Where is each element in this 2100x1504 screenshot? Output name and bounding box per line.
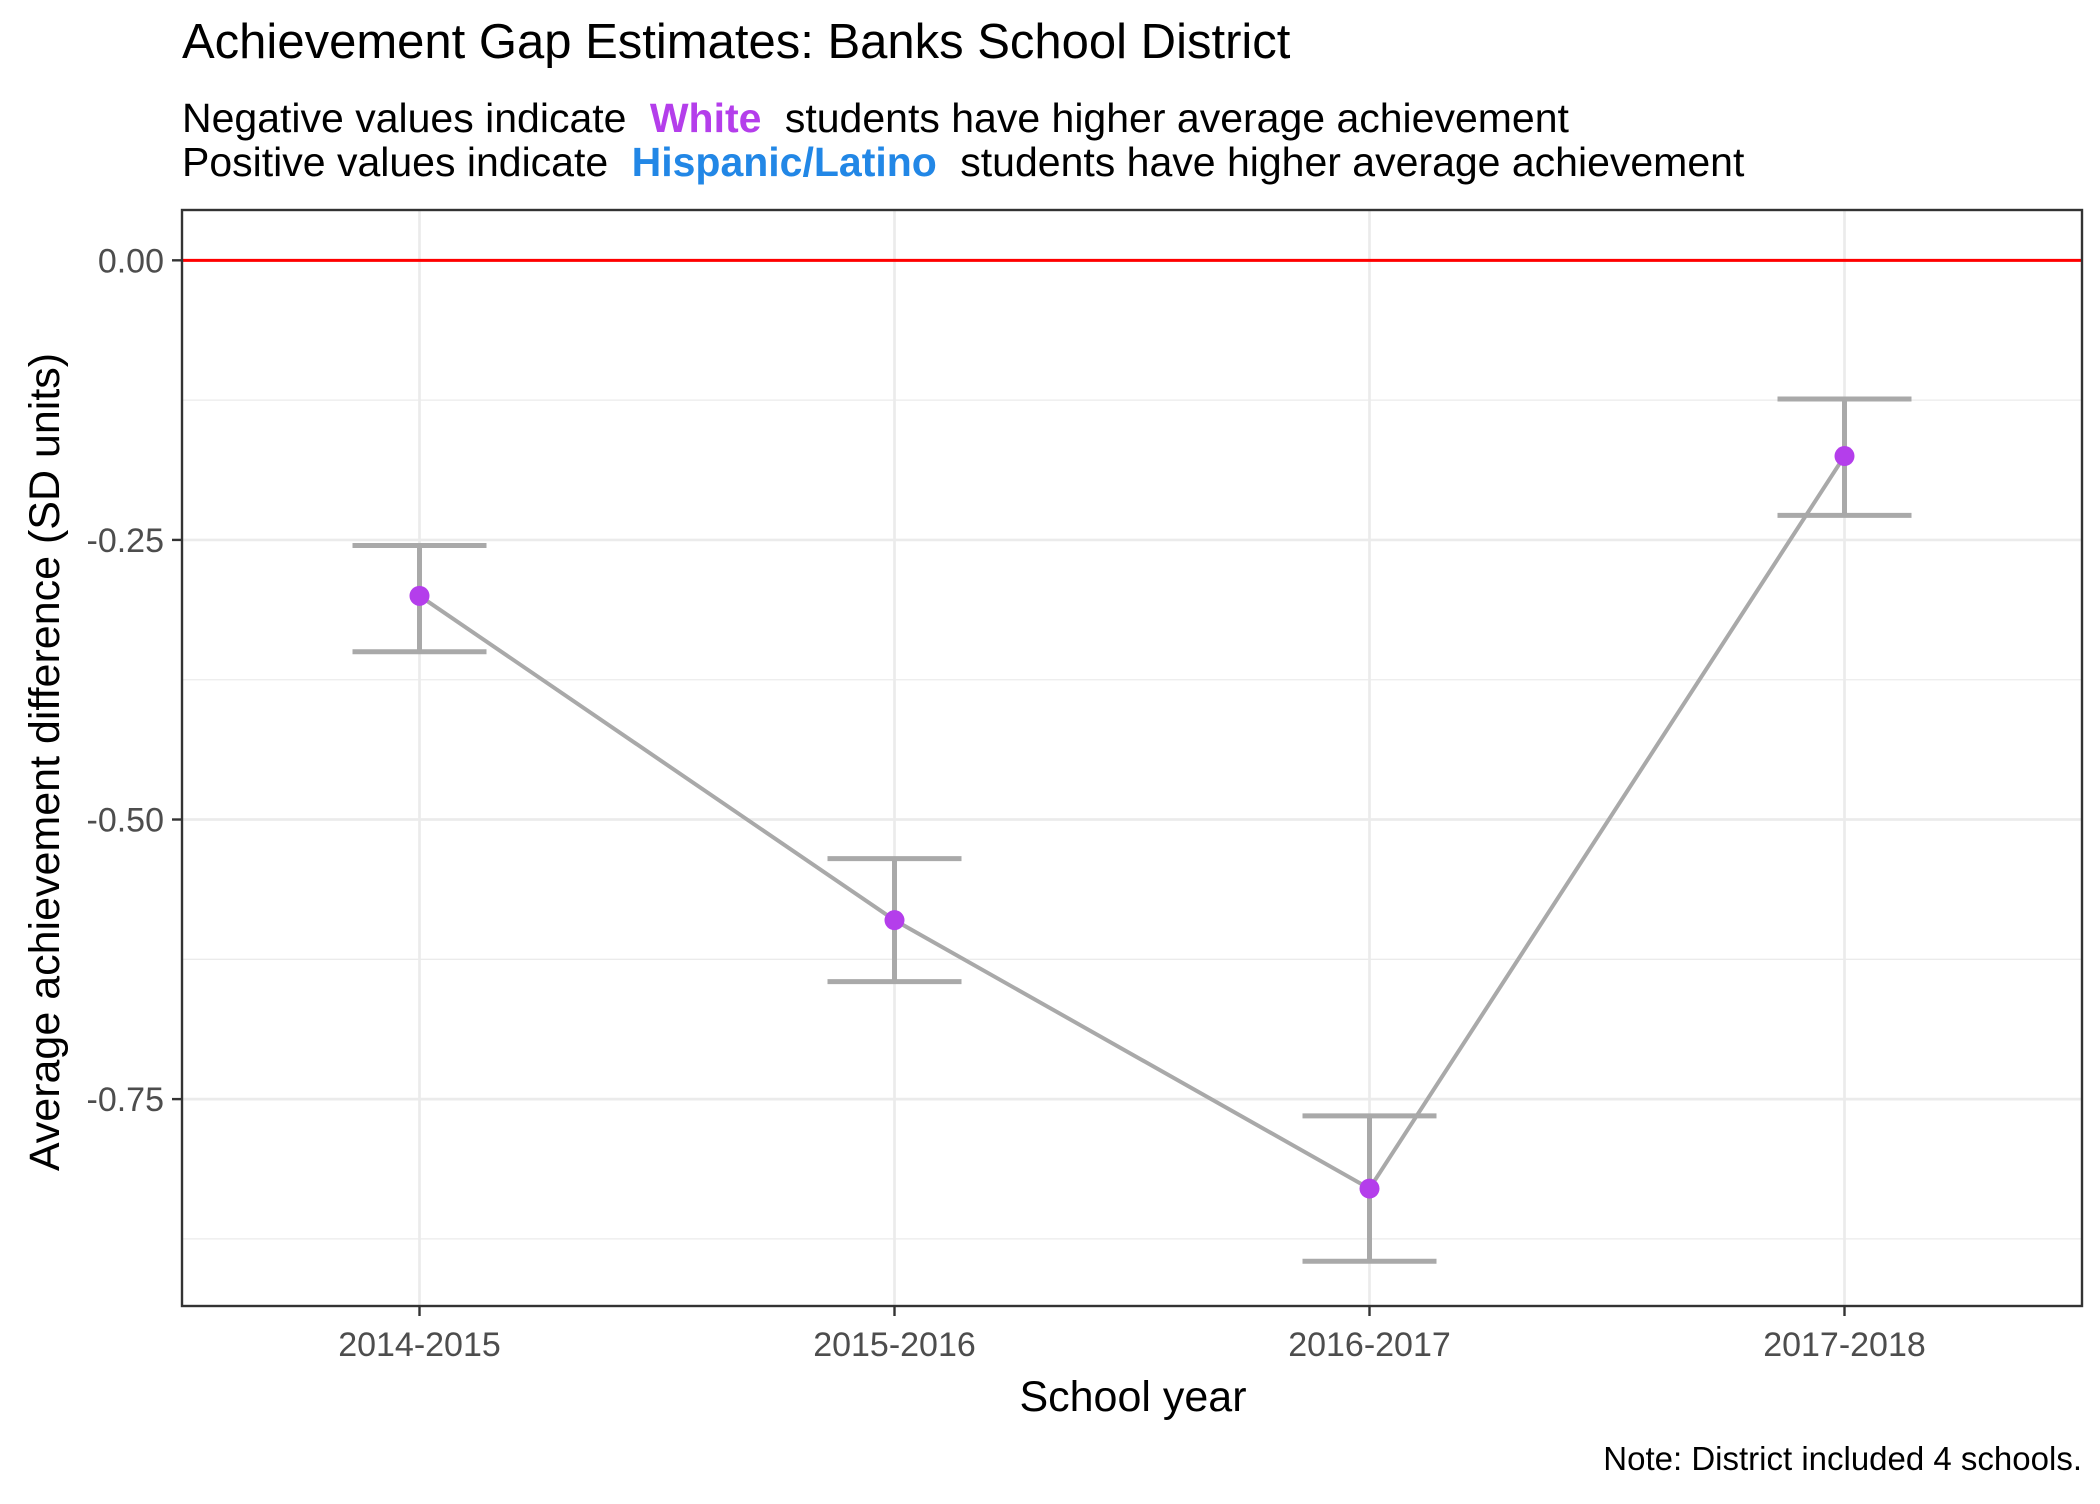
y-tick-label: -0.50 <box>87 802 165 840</box>
chart-caption: Note: District included 4 schools. <box>1603 1440 2082 1477</box>
chart-title: Achievement Gap Estimates: Banks School … <box>182 15 1291 69</box>
series-line-group <box>418 454 1847 1192</box>
y-axis-title: Average achievement difference (SD units… <box>21 353 69 1171</box>
x-tick-label: 2014-2015 <box>338 1326 501 1364</box>
subtitle-2-highlight: Hispanic/Latino <box>632 139 937 185</box>
data-points <box>409 446 1855 1199</box>
subtitle-2-after: students have higher average achievement <box>960 139 1745 185</box>
subtitle-1-before: Negative values indicate <box>182 95 626 141</box>
x-tick-label: 2017-2018 <box>1763 1326 1926 1364</box>
subtitle-1-after: students have higher average achievement <box>785 95 1570 141</box>
x-axis-title: School year <box>1019 1373 1246 1421</box>
subtitle-2-before: Positive values indicate <box>182 139 608 185</box>
data-point <box>1359 1178 1380 1199</box>
subtitle-line-1: Negative values indicate White students … <box>182 95 1570 141</box>
series-line <box>418 454 1847 1192</box>
x-tick-label: 2016-2017 <box>1288 1326 1451 1364</box>
data-point <box>409 585 430 606</box>
data-point <box>884 910 905 931</box>
y-tick-label: -0.75 <box>87 1081 165 1119</box>
y-tick-label: 0.00 <box>98 242 164 280</box>
y-tick-label: -0.25 <box>87 522 165 560</box>
panel-border <box>180 208 2084 1308</box>
data-point <box>1834 446 1855 467</box>
subtitle-1-highlight: White <box>650 95 762 141</box>
subtitle-line-2: Positive values indicate Hispanic/Latino… <box>182 139 1745 185</box>
axis-ticks-and-labels: 0.00 -0.25 -0.50 -0.75 2014-2015 2015-2016 201… <box>87 242 1926 1364</box>
x-tick-label: 2015-2016 <box>813 1326 976 1364</box>
